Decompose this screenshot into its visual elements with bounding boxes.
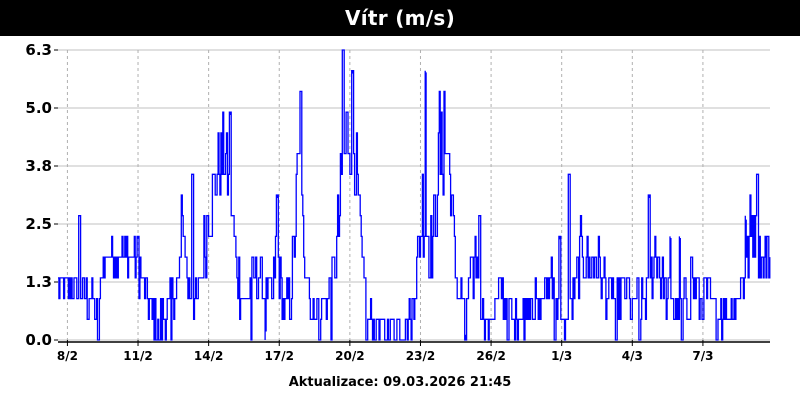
y-tick-label: 3.8 (25, 157, 52, 175)
x-tick-label: 7/3 (692, 349, 713, 363)
y-axis: 0.0 1.3 2.5 3.8 5.0 6.3 (25, 41, 58, 349)
y-tick-label: 1.3 (25, 273, 52, 291)
y-tick-label: 6.3 (25, 41, 52, 59)
x-tick-label: 26/2 (476, 349, 505, 363)
y-tick-label: 5.0 (25, 99, 52, 117)
x-tick-label: 20/2 (335, 349, 364, 363)
x-tick-label: 17/2 (265, 349, 294, 363)
x-tick-label: 23/2 (406, 349, 435, 363)
x-tick-label: 11/2 (123, 349, 152, 363)
chart-title: Vítr (m/s) (0, 0, 800, 36)
x-tick-label: 4/3 (622, 349, 643, 363)
x-tick-label: 1/3 (551, 349, 572, 363)
x-tick-label: 14/2 (194, 349, 223, 363)
grid (58, 49, 770, 341)
y-tick-label: 0.0 (25, 331, 52, 349)
wind-speed-line (58, 49, 771, 341)
plot-area (58, 49, 771, 341)
x-axis: 8/2 11/2 14/2 17/2 20/2 23/2 26/2 1/3 4/3 7/3 (57, 340, 713, 363)
last-update-text: Aktualizace: 09.03.2026 21:45 (288, 375, 512, 390)
x-tick-label: 8/2 (57, 349, 78, 363)
y-tick-label: 2.5 (25, 215, 52, 233)
